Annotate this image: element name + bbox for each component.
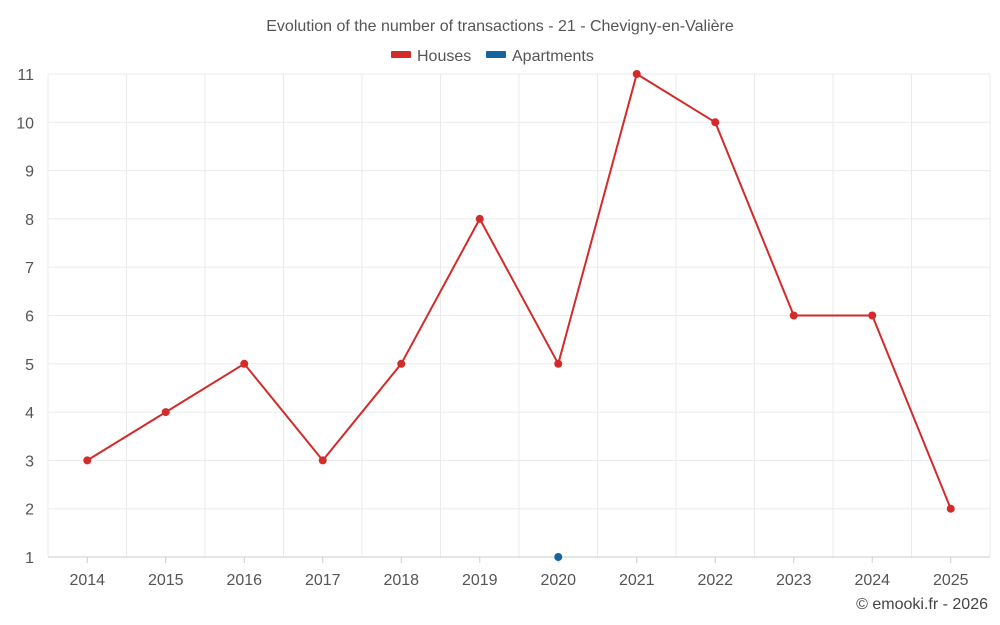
x-tick-label: 2022 — [697, 572, 733, 589]
legend-item-apartments[interactable]: Apartments — [486, 48, 594, 65]
data-point-houses[interactable] — [318, 456, 327, 465]
y-tick-label: 7 — [25, 260, 34, 277]
y-axis: 1 2 3 4 5 6 7 8 9 10 11 — [16, 67, 34, 567]
x-tick-label: 2023 — [776, 572, 812, 589]
data-point-houses[interactable] — [946, 504, 955, 513]
data-point-houses[interactable] — [240, 359, 249, 368]
x-tick-label: 2024 — [854, 572, 890, 589]
x-tick-label: 2016 — [226, 572, 262, 589]
data-point-houses[interactable] — [789, 311, 798, 320]
x-tick-label: 2018 — [383, 572, 419, 589]
y-tick-label: 8 — [25, 212, 34, 229]
legend: Houses Apartments — [391, 48, 594, 65]
y-tick-label: 9 — [25, 164, 34, 181]
data-point-houses[interactable] — [868, 311, 877, 320]
x-axis: 2014 2015 2016 2017 2018 2019 2020 2021 2022 2023… — [48, 556, 990, 589]
legend-item-houses[interactable]: Houses — [391, 48, 471, 65]
y-tick-label: 2 — [25, 502, 34, 519]
y-tick-label: 11 — [17, 67, 34, 84]
y-tick-label: 3 — [25, 453, 34, 470]
data-point-houses[interactable] — [632, 70, 641, 78]
data-point-houses[interactable] — [397, 359, 406, 368]
y-tick-label: 1 — [25, 550, 34, 567]
data-point-houses[interactable] — [554, 359, 563, 368]
x-tick-label: 2017 — [305, 572, 341, 589]
series-layer — [83, 70, 955, 561]
data-point-houses[interactable] — [161, 408, 170, 417]
data-point-houses[interactable] — [711, 118, 720, 127]
x-tick-label: 2014 — [69, 572, 105, 589]
series-line-houses — [86, 73, 952, 510]
legend-swatch-apartments — [486, 51, 506, 58]
data-point-houses[interactable] — [475, 214, 484, 223]
y-tick-label: 5 — [25, 357, 34, 374]
x-tick-label: 2025 — [933, 572, 969, 589]
data-point-houses[interactable] — [83, 456, 92, 465]
y-tick-label: 4 — [25, 405, 34, 422]
x-tick-label: 2019 — [462, 572, 498, 589]
x-tick-label: 2021 — [619, 572, 655, 589]
legend-swatch-houses — [391, 51, 411, 58]
chart-title: Evolution of the number of transactions … — [266, 18, 734, 35]
y-tick-label: 6 — [25, 309, 34, 326]
data-point-apartments[interactable] — [554, 553, 563, 561]
grid — [47, 73, 991, 557]
credit: © emooki.fr - 2026 — [856, 596, 988, 613]
x-tick-label: 2020 — [540, 572, 576, 589]
legend-label-houses: Houses — [417, 48, 471, 65]
x-tick-label: 2015 — [148, 572, 184, 589]
y-tick-label: 10 — [16, 115, 34, 132]
legend-label-apartments: Apartments — [512, 48, 594, 65]
